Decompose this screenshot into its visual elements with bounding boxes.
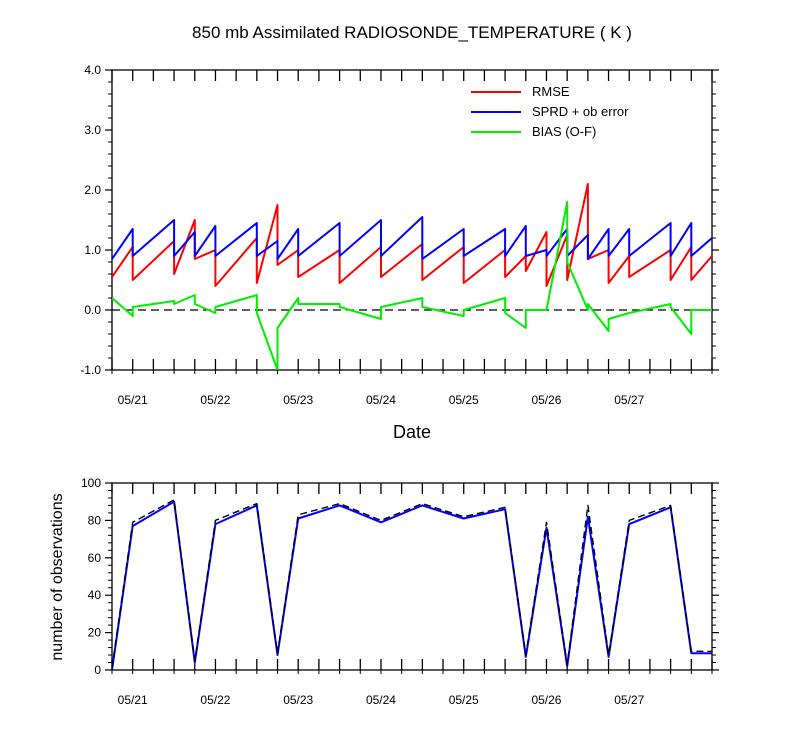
y-tick-label: -1.0 (80, 363, 101, 377)
plot-frame (111, 482, 713, 671)
x-tick-label: 05/26 (531, 693, 561, 707)
chart-title: 850 mb Assimilated RADIOSONDE_TEMPERATUR… (192, 23, 632, 42)
series-line-assimilated (112, 500, 712, 670)
x-tick-label: 05/21 (118, 693, 148, 707)
plot-frame (111, 69, 713, 371)
y-tick-label: 40 (88, 588, 102, 602)
legend: RMSE SPRD + ob error BIAS (O-F) (471, 84, 629, 139)
x-tick-label: 05/24 (366, 693, 396, 707)
legend-label-sprd-ob-error: SPRD + ob error (532, 104, 629, 119)
y-tick-label: 20 (88, 626, 102, 640)
y-tick-label: 4.0 (84, 63, 101, 77)
y-tick-label: 80 (88, 513, 102, 527)
top-chart: -1.0 0.0 1.0 2.0 3.0 4.0 05/21 05/22 05/23 05/24 0… (80, 63, 719, 407)
x-tick-label: 05/27 (614, 393, 644, 407)
y-tick-label: 1.0 (84, 243, 101, 257)
x-tick-label: 05/25 (449, 693, 479, 707)
y-axis-label-observations: number of observations (49, 493, 66, 660)
x-tick-label: 05/27 (614, 693, 644, 707)
x-tick-label: 05/25 (449, 393, 479, 407)
bottom-chart: 0 20 40 60 80 100 05/21 05/22 05/23 05/24 05/25 05/… (81, 476, 719, 707)
x-tick-label: 05/23 (283, 393, 313, 407)
x-tick-label: 05/21 (118, 393, 148, 407)
x-tick-label: 05/22 (200, 693, 230, 707)
x-tick-label: 05/24 (366, 393, 396, 407)
y-tick-label: 3.0 (84, 123, 101, 137)
x-axis-label: Date (393, 422, 431, 442)
y-tick-label: 0 (94, 663, 101, 677)
legend-label-bias-o-f: BIAS (O-F) (532, 124, 596, 139)
legend-label-rmse: RMSE (532, 84, 570, 99)
y-tick-label: 100 (81, 476, 101, 490)
series-line-rmse (112, 183, 712, 287)
y-tick-label: 60 (88, 551, 102, 565)
series-line-possible (112, 499, 712, 669)
x-tick-label: 05/23 (283, 693, 313, 707)
x-tick-label: 05/22 (200, 393, 230, 407)
x-tick-label: 05/26 (531, 393, 561, 407)
y-tick-label: 0.0 (84, 303, 101, 317)
series-line-sprd-ob-error (112, 216, 712, 260)
plot-area (112, 183, 712, 370)
series-line-bias-o-f (112, 201, 712, 370)
y-tick-label: 2.0 (84, 183, 101, 197)
plot-area (112, 499, 712, 670)
